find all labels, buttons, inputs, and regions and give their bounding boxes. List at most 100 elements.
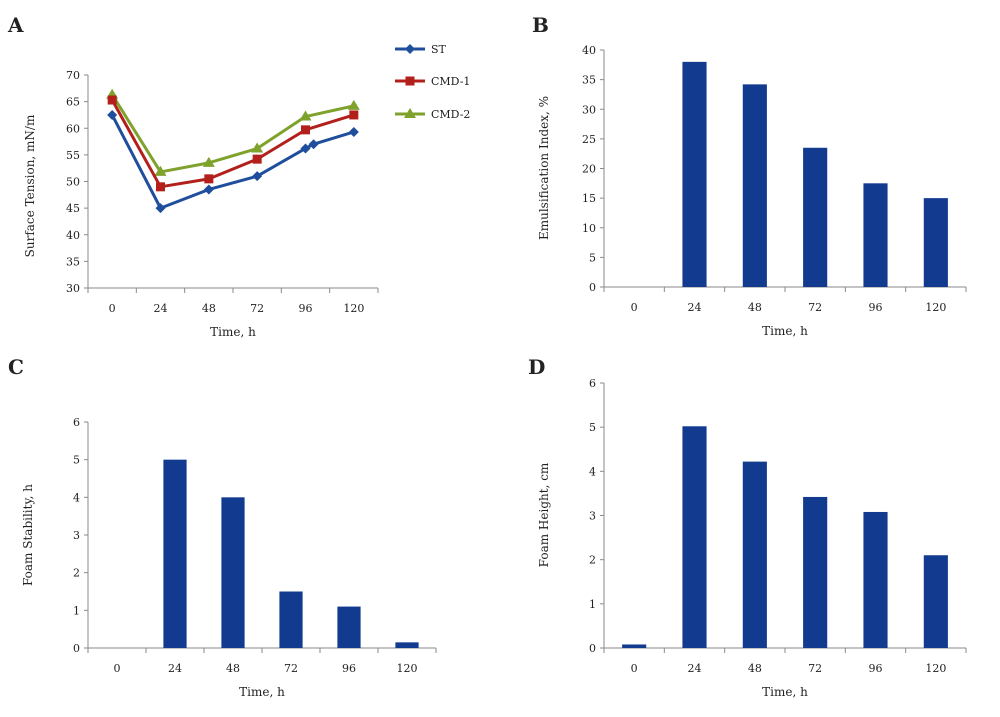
panel-a-y-tick-label: 40 xyxy=(66,229,80,242)
panel-a-point-cmd-1 xyxy=(301,125,310,135)
panel-c-bar xyxy=(337,606,361,648)
panel-c-y-tick-label: 3 xyxy=(73,529,80,542)
panel-a-point-st xyxy=(348,126,359,137)
panel-a-legend-marker xyxy=(405,44,415,54)
panel-b-y-tick-label: 25 xyxy=(582,133,596,146)
panel-a-legend-label: ST xyxy=(431,43,447,56)
panel-b-bar xyxy=(803,147,828,287)
panel-a-y-tick-label: 70 xyxy=(66,69,80,82)
panel-b-x-tick-label: 48 xyxy=(748,301,762,314)
panel-c-x-tick-label: 0 xyxy=(114,662,121,675)
panel-a-x-tick-label: 0 xyxy=(109,302,116,315)
panel-a-series-line-cmd-2 xyxy=(110,93,355,174)
panel-c-bar xyxy=(163,459,187,648)
panel-a-series-line-st xyxy=(110,114,355,210)
panel-a-x-tick-label: 120 xyxy=(343,302,364,315)
panel-a-y-axis-title: Surface Tension, mN/m xyxy=(23,114,37,257)
panel-c-x-tick-label: 48 xyxy=(226,662,240,675)
panel-c-x-tick-label: 24 xyxy=(168,662,182,675)
panel-b-bar xyxy=(742,84,767,288)
panel-b-bar xyxy=(863,183,888,287)
panel-d-y-tick-label: 5 xyxy=(589,421,596,434)
panel-a-y-tick-label: 55 xyxy=(66,149,80,162)
panel-b-y-tick-label: 15 xyxy=(582,192,596,205)
panel-d-x-tick-label: 24 xyxy=(688,662,702,675)
panel-c-y-tick-label: 4 xyxy=(73,491,80,504)
panel-a-x-tick-label: 24 xyxy=(154,302,168,315)
panel-d-x-tick-label: 0 xyxy=(631,662,638,675)
panel-d-letter: D xyxy=(528,355,545,379)
panel-d-bar xyxy=(682,426,707,648)
panel-a-legend-label: CMD-1 xyxy=(431,75,470,88)
panel-a-x-tick-label: 72 xyxy=(250,302,264,315)
panel-b-y-tick-label: 5 xyxy=(589,251,596,264)
panel-a-letter: A xyxy=(7,13,24,37)
panel-a-point-cmd-2 xyxy=(347,99,360,110)
panel-b-x-tick-label: 0 xyxy=(631,301,638,314)
panel-b-y-axis-title: Emulsification Index, % xyxy=(537,96,551,240)
panel-a-point-st xyxy=(252,171,263,182)
panel-a-y-tick-label: 30 xyxy=(66,282,80,295)
panel-c-letter: C xyxy=(8,355,24,379)
panel-a-point-cmd-1 xyxy=(252,154,262,164)
panel-c-y-tick-label: 0 xyxy=(73,642,80,655)
panel-b-y-tick-label: 10 xyxy=(582,222,596,235)
panel-b-bar xyxy=(923,198,948,287)
panel-d-x-tick-label: 96 xyxy=(869,662,883,675)
panel-b-x-tick-label: 96 xyxy=(869,301,883,314)
panel-d-y-tick-label: 6 xyxy=(589,377,596,390)
panel-a-y-tick-label: 35 xyxy=(66,255,80,268)
panel-b-x-axis-title: Time, h xyxy=(762,324,808,338)
panel-c-bar xyxy=(279,591,303,648)
panel-d-bar xyxy=(923,555,948,648)
panel-d-bar xyxy=(863,511,888,648)
panel-a-y-tick-label: 50 xyxy=(66,176,80,189)
panel-b-bar xyxy=(682,61,707,287)
panel-c-y-tick-label: 6 xyxy=(73,416,80,429)
panel-c-x-tick-label: 96 xyxy=(342,662,356,675)
panel-a-point-st xyxy=(155,203,166,214)
panel-b-y-tick-label: 40 xyxy=(582,44,596,57)
panel-a-legend-label: CMD-2 xyxy=(431,108,470,121)
panel-d-x-tick-label: 72 xyxy=(808,662,822,675)
panel-a-point-cmd-1 xyxy=(204,174,214,184)
panel-c-bar xyxy=(395,642,419,648)
panel-a-point-st xyxy=(300,143,311,154)
panel-a-point-st xyxy=(308,139,319,150)
panel-a-point-cmd-2 xyxy=(202,156,215,167)
panel-d-x-tick-label: 48 xyxy=(748,662,762,675)
panel-d-bar xyxy=(742,461,767,648)
panel-d-y-tick-label: 3 xyxy=(589,510,596,523)
panel-d-x-tick-label: 120 xyxy=(925,662,946,675)
panel-a-point-cmd-1 xyxy=(156,182,165,192)
panel-a-y-tick-label: 65 xyxy=(66,96,80,109)
panel-c-y-tick-label: 2 xyxy=(73,567,80,580)
panel-a-point-cmd-2 xyxy=(251,142,264,153)
panel-d-y-axis-title: Foam Height, cm xyxy=(537,462,551,567)
panel-a-x-tick-label: 96 xyxy=(299,302,313,315)
panel-c-y-axis-title: Foam Stability, h xyxy=(21,484,35,586)
panel-d-x-axis-title: Time, h xyxy=(762,685,808,699)
panel-a-legend-marker xyxy=(404,108,416,118)
panel-a-point-cmd-1 xyxy=(349,110,359,120)
panel-b-x-tick-label: 72 xyxy=(808,301,822,314)
panel-a-point-st xyxy=(107,109,118,120)
panel-a-x-tick-label: 48 xyxy=(202,302,216,315)
panel-a-y-tick-label: 60 xyxy=(66,122,80,135)
panel-d-y-tick-label: 4 xyxy=(589,465,596,478)
panel-a-point-cmd-2 xyxy=(299,110,312,121)
panel-a-x-axis-title: Time, h xyxy=(210,325,256,339)
panel-b-y-tick-label: 30 xyxy=(582,103,596,116)
panel-d-y-tick-label: 2 xyxy=(589,554,596,567)
panel-a-point-st xyxy=(203,184,214,195)
panel-c-x-tick-label: 72 xyxy=(284,662,298,675)
panel-b-x-tick-label: 120 xyxy=(925,301,946,314)
panel-b-y-tick-label: 20 xyxy=(582,163,596,176)
panel-b-x-tick-label: 24 xyxy=(688,301,702,314)
panel-c-y-tick-label: 5 xyxy=(73,454,80,467)
panel-c-x-axis-title: Time, h xyxy=(239,685,285,699)
panel-c-y-tick-label: 1 xyxy=(73,604,80,617)
panel-b-y-tick-label: 35 xyxy=(582,74,596,87)
panel-d-bar xyxy=(622,644,647,648)
